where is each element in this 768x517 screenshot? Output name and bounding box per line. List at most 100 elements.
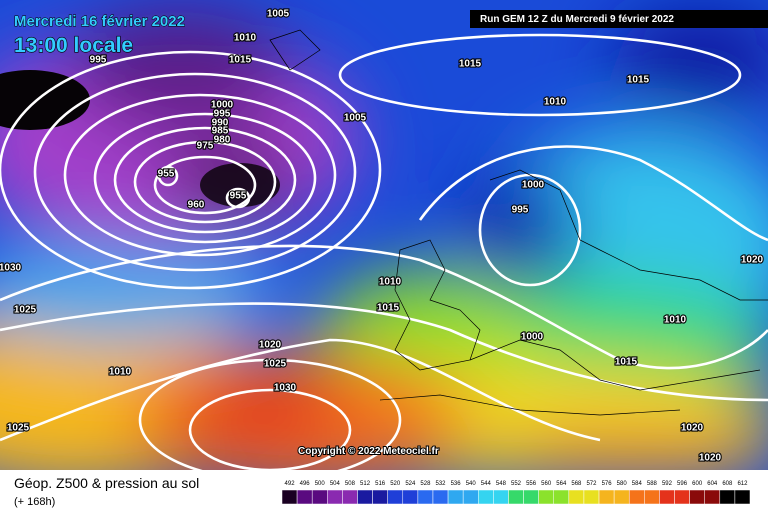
isobar-label: 995	[90, 55, 107, 66]
legend-label: 500	[315, 481, 326, 487]
legend-label: 584	[632, 481, 643, 487]
legend-label: 532	[436, 481, 447, 487]
legend-swatch	[311, 489, 328, 505]
legend-swatch	[281, 489, 298, 505]
isobar-label: 995	[214, 109, 231, 120]
legend-label: 528	[420, 481, 431, 487]
isobar-label: 985	[212, 126, 229, 137]
legend-swatch	[327, 489, 343, 505]
legend-label: 564	[556, 481, 567, 487]
isobar-label: 1020	[699, 453, 722, 464]
legend-swatch	[659, 489, 675, 505]
time: 13:00 locale	[14, 34, 133, 57]
isobar-label: 1020	[741, 255, 764, 266]
legend-swatch	[613, 489, 630, 505]
footer-range: (+ 168h)	[14, 496, 55, 508]
isobar-label: 1025	[14, 305, 37, 316]
legend-swatch	[538, 489, 554, 505]
legend-label: 516	[375, 481, 386, 487]
legend-swatch	[387, 489, 404, 505]
isobar-label: 955	[158, 169, 175, 180]
legend-swatch	[296, 489, 313, 505]
isobar-label: 1015	[627, 75, 650, 86]
date: Mercredi 16 février 2022	[14, 13, 185, 30]
legend-swatch	[553, 489, 570, 505]
isobar-label: 1015	[615, 357, 638, 368]
legend-label: 572	[586, 481, 597, 487]
legend-label: 556	[526, 481, 537, 487]
isobar-label: 1000	[521, 332, 544, 343]
legend-label: 612	[737, 481, 748, 487]
legend-label: 504	[330, 481, 341, 487]
legend-swatch	[402, 489, 419, 505]
legend-label: 568	[571, 481, 582, 487]
legend-swatch	[357, 489, 373, 505]
legend-label: 592	[662, 481, 673, 487]
legend-label: 548	[496, 481, 507, 487]
legend-swatch	[447, 489, 464, 505]
legend-label: 512	[360, 481, 371, 487]
legend-label: 536	[451, 481, 462, 487]
isobar-label: 990	[212, 118, 229, 129]
legend-label: 544	[481, 481, 492, 487]
legend-swatch	[689, 489, 705, 505]
legend-label: 508	[345, 481, 356, 487]
isobar-label: 1015	[459, 59, 482, 70]
legend-swatch	[462, 489, 479, 505]
isobar-label: 1015	[229, 55, 252, 66]
field	[0, 0, 768, 470]
legend-label: 596	[677, 481, 688, 487]
isobar-label: 995	[512, 205, 529, 216]
isobar-label: 1030	[274, 383, 297, 394]
legend-label: 492	[285, 481, 296, 487]
run-info: Run GEM 12 Z du Mercredi 9 février 2022	[480, 14, 674, 25]
legend-swatch	[628, 489, 645, 505]
isobar-label: 975	[197, 141, 214, 152]
legend-label: 496	[300, 481, 311, 487]
isobar-label: 1025	[7, 423, 30, 434]
isobar-label: 1010	[109, 367, 132, 378]
legend-label: 524	[405, 481, 416, 487]
isobar-label: 1010	[544, 97, 567, 108]
legend: 492 496 500 504 508 512 516 520 524 528 532 536 540 5…	[281, 481, 751, 505]
legend-swatch	[493, 489, 509, 505]
legend-label: 552	[511, 481, 522, 487]
legend-label: 560	[541, 481, 552, 487]
legend-swatch	[583, 489, 600, 505]
legend-swatch	[598, 489, 615, 505]
legend-swatch	[478, 489, 494, 505]
legend-swatch	[342, 489, 358, 505]
legend-label: 608	[722, 481, 733, 487]
legend-label: 600	[692, 481, 703, 487]
coastlines	[269, 29, 768, 416]
isobar-label: 1020	[259, 340, 282, 351]
footer-title: Géop. Z500 & pression au sol	[14, 475, 199, 491]
run-box	[470, 10, 768, 28]
legend-label: 588	[647, 481, 658, 487]
legend-label: 520	[390, 481, 401, 487]
isobar-label: 955	[230, 191, 247, 202]
legend-swatch	[372, 489, 388, 505]
legend-swatch	[719, 489, 736, 505]
isobar-label: 1030	[0, 263, 22, 274]
isobar-label: 1005	[267, 9, 290, 20]
isobar-label: 960	[188, 200, 205, 211]
legend-swatch	[417, 489, 434, 505]
isobar-label: 1000	[211, 100, 234, 111]
legend-swatch	[432, 489, 449, 505]
isobar-label: 1000	[522, 180, 545, 191]
legend-label: 580	[617, 481, 628, 487]
isobar-label: 1005	[344, 113, 367, 124]
legend-label: 576	[602, 481, 613, 487]
legend-swatch	[644, 489, 660, 505]
legend-swatch	[734, 489, 751, 505]
legend-swatch	[568, 489, 585, 505]
isobar-label: 1020	[681, 423, 704, 434]
isobar-label: 1010	[379, 277, 402, 288]
legend-label: 604	[707, 481, 718, 487]
legend-swatch	[508, 489, 524, 505]
isobar-label: 1010	[234, 33, 257, 44]
isobar-label: 980	[214, 135, 231, 146]
isobar-label: 1025	[264, 359, 287, 370]
